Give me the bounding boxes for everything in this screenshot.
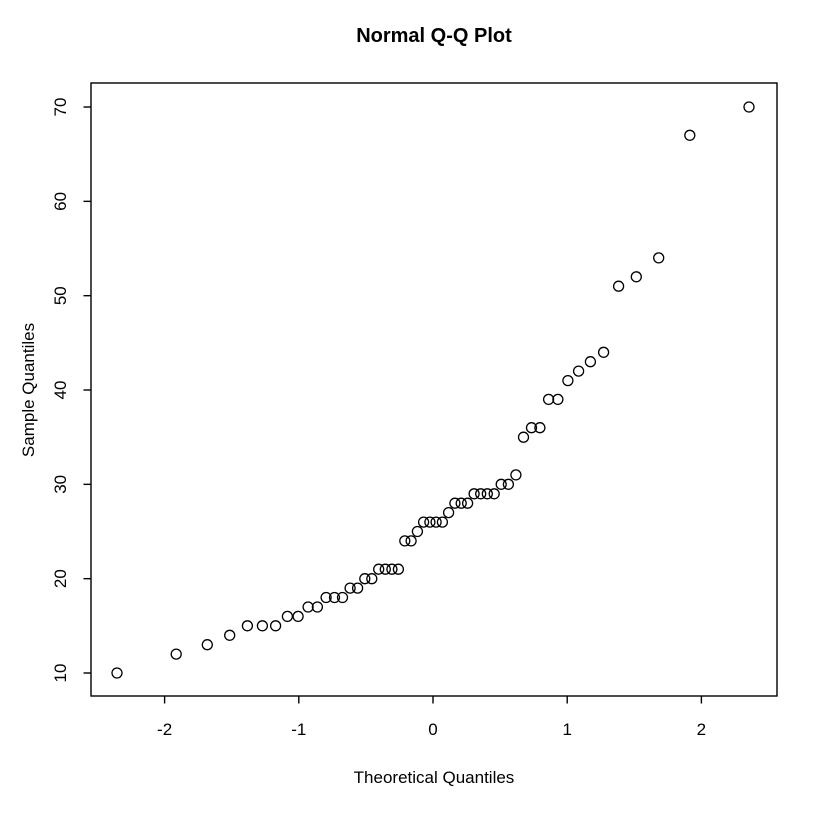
data-point: [411, 525, 424, 538]
x-tick-label: -2: [157, 720, 172, 739]
data-point: [562, 374, 574, 387]
data-point: [417, 516, 430, 528]
data-point: [475, 488, 487, 500]
data-point: [436, 516, 449, 528]
data-point: [241, 620, 254, 632]
y-tick-label: 10: [51, 664, 70, 683]
data-point: [597, 346, 610, 358]
data-point: [170, 648, 182, 660]
data-point: [502, 478, 515, 490]
data-point: [743, 101, 755, 113]
data-point: [552, 393, 564, 406]
y-tick-label: 40: [51, 381, 70, 400]
data-point: [517, 431, 530, 443]
x-tick-label: 0: [428, 720, 437, 739]
data-point: [351, 582, 364, 594]
data-point: [392, 563, 405, 575]
data-point: [488, 488, 500, 500]
data-point: [481, 488, 493, 500]
data-point: [386, 563, 398, 575]
x-axis-label: Theoretical Quantiles: [354, 768, 515, 787]
x-axis-ticks: -2 -1 0 1 2: [157, 696, 706, 739]
data-point: [612, 280, 625, 292]
data-point: [292, 610, 304, 623]
y-tick-label: 30: [51, 475, 70, 494]
x-tick-label: -1: [291, 720, 306, 739]
data-point: [336, 591, 349, 604]
data-point: [534, 422, 546, 434]
y-tick-label: 50: [51, 286, 70, 305]
data-point: [111, 667, 123, 679]
data-point: [373, 563, 385, 575]
data-point: [359, 573, 371, 585]
data-point: [201, 639, 213, 651]
data-point: [572, 365, 585, 377]
y-axis-ticks: 10 20 30 40 50 60 70: [51, 98, 91, 683]
data-point: [302, 601, 314, 613]
data-point: [525, 422, 538, 434]
data-point: [468, 488, 480, 500]
data-point: [684, 129, 696, 141]
plot-box: [90, 82, 778, 697]
data-point: [584, 356, 597, 368]
data-point: [281, 610, 294, 623]
x-tick-label: 2: [697, 720, 706, 739]
data-point: [320, 591, 332, 604]
data-point: [510, 469, 522, 481]
data-point: [328, 591, 341, 604]
data-point: [542, 393, 555, 406]
data-point: [366, 573, 378, 585]
data-point: [256, 620, 269, 632]
data-points: [111, 101, 755, 679]
data-point: [399, 535, 411, 547]
y-axis-label: Sample Quantiles: [19, 323, 38, 457]
data-point: [653, 252, 665, 264]
data-point: [269, 620, 282, 632]
data-point: [461, 497, 474, 509]
y-tick-label: 20: [51, 569, 70, 588]
plot-title: Normal Q-Q Plot: [356, 25, 512, 47]
data-point: [311, 601, 324, 613]
data-point: [405, 535, 417, 547]
data-point: [442, 506, 455, 519]
data-point: [455, 497, 467, 509]
x-tick-label: 1: [562, 720, 571, 739]
data-point: [449, 497, 461, 509]
data-point: [344, 582, 356, 594]
data-point: [224, 629, 236, 641]
y-tick-label: 60: [51, 192, 70, 211]
y-tick-label: 70: [51, 98, 70, 117]
data-point: [495, 478, 507, 490]
data-point: [630, 271, 642, 283]
data-point: [424, 516, 436, 528]
data-point: [430, 516, 442, 528]
data-point: [379, 563, 391, 575]
